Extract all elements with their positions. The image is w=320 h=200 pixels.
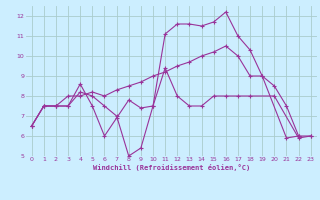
X-axis label: Windchill (Refroidissement éolien,°C): Windchill (Refroidissement éolien,°C) xyxy=(92,164,250,171)
